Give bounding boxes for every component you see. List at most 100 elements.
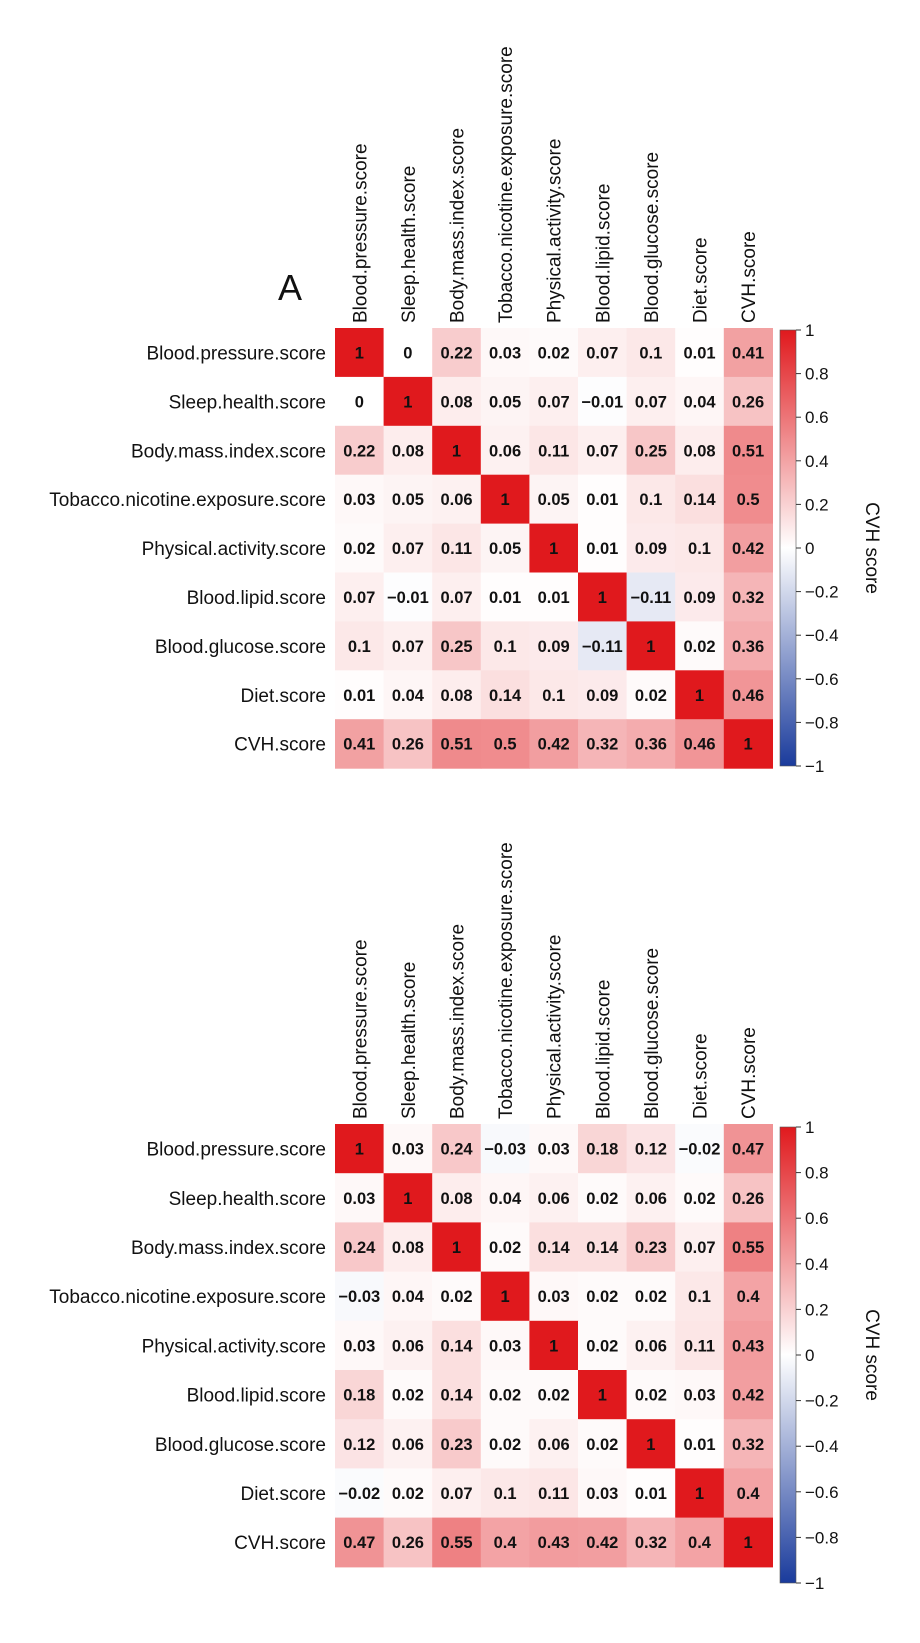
cell-value-label: 0.23	[440, 1436, 472, 1454]
colorbar-tick-label: −0.4	[805, 1437, 839, 1456]
cell-value-label: 0.08	[440, 393, 472, 411]
cell-value-label: −0.02	[679, 1141, 721, 1159]
heatmap-cell	[723, 621, 773, 671]
cell-value-label: 0.46	[683, 736, 715, 754]
heatmap-cell	[480, 1222, 530, 1273]
cell-value-label: 0.09	[635, 540, 667, 558]
cell-value-label: 0.1	[542, 687, 565, 705]
heatmap-cell	[529, 1370, 579, 1420]
cell-value-label: 1	[744, 736, 753, 754]
heatmap-cell	[383, 1173, 433, 1223]
column-label: Body.mass.index.score	[448, 924, 469, 1119]
colorbar-tick-label: 0.2	[805, 1300, 829, 1319]
cell-value-label: 1	[695, 687, 704, 705]
heatmap-cell	[432, 572, 482, 622]
heatmap-cell	[529, 425, 579, 476]
heatmap-cell	[432, 376, 482, 427]
column-label: Tobacco.nicotine.exposure.score	[496, 842, 517, 1119]
row-label: CVH.score	[234, 1533, 326, 1554]
heatmap-cell	[480, 670, 530, 720]
cell-value-label: 0.02	[586, 1288, 618, 1306]
cell-value-label: 0.47	[343, 1534, 375, 1552]
cell-value-label: 0.24	[440, 1141, 473, 1159]
heatmap-cell	[723, 1271, 773, 1322]
cell-value-label: 0.12	[343, 1436, 375, 1454]
colorbar-tick-label: 0.4	[805, 452, 829, 471]
cell-value-label: 0.14	[489, 687, 522, 705]
cell-value-label: 0.02	[538, 1387, 570, 1405]
cell-value-label: 0.07	[440, 589, 472, 607]
cell-value-label: 0.14	[440, 1387, 473, 1405]
heatmap-cell	[578, 1124, 628, 1174]
column-label: Tobacco.nicotine.exposure.score	[496, 46, 517, 323]
heatmap-cell	[723, 1124, 773, 1174]
row-label: Sleep.health.score	[169, 1189, 326, 1210]
heatmap-cell	[383, 670, 433, 720]
heatmap-cell	[335, 1271, 385, 1322]
heatmap-cell	[626, 1320, 676, 1371]
cell-value-label: 0.08	[440, 1190, 472, 1208]
heatmap-cell	[578, 1173, 628, 1223]
colorbar-tick-label: 1	[805, 1118, 814, 1137]
heatmap-cell	[335, 1370, 385, 1420]
cell-value-label: 0.06	[489, 442, 521, 460]
cell-value-label: 0.32	[732, 589, 764, 607]
heatmap-cell	[335, 1222, 385, 1273]
heatmap-cell	[335, 1517, 385, 1568]
row-label: Sleep.health.score	[169, 392, 326, 413]
cell-value-label: 0.02	[489, 1239, 521, 1257]
colorbar-title: CVH score	[861, 1309, 882, 1401]
row-label: Blood.glucose.score	[155, 1435, 326, 1456]
row-label: Diet.score	[240, 686, 326, 707]
cell-value-label: 0.03	[343, 1337, 375, 1355]
heatmap-cell	[675, 572, 725, 622]
heatmap-cell	[383, 474, 433, 525]
colorbar-tick-label: 0.8	[805, 1164, 829, 1183]
row-label: Physical.activity.score	[142, 1336, 326, 1357]
colorbar	[779, 1126, 797, 1584]
cell-value-label: 0.05	[489, 393, 521, 411]
heatmap-cell	[529, 572, 579, 622]
heatmap-cell	[432, 1173, 482, 1223]
cell-value-label: 0.02	[538, 344, 570, 362]
heatmap-cell	[578, 572, 628, 622]
cell-value-label: 0.1	[688, 540, 711, 558]
cell-value-label: 0.42	[732, 1387, 764, 1405]
heatmap-cell	[578, 670, 628, 720]
cell-value-label: 0.14	[586, 1239, 619, 1257]
colorbar-tick-label: −0.4	[805, 626, 839, 645]
colorbar-tick-label: −0.2	[805, 1392, 839, 1411]
colorbar-tick-label: −1	[805, 757, 824, 776]
cell-value-label: 0.05	[538, 491, 570, 509]
cell-value-label: 0.06	[635, 1337, 667, 1355]
cell-value-label: 0.55	[440, 1534, 472, 1552]
cell-value-label: 0.03	[489, 344, 521, 362]
colorbar-tick-label: 0	[805, 1346, 814, 1365]
heatmap-cell	[383, 425, 433, 476]
heatmap-cell	[383, 1222, 433, 1273]
heatmap-cell	[578, 1271, 628, 1322]
cell-value-label: 0.4	[494, 1534, 518, 1552]
heatmap-cell	[480, 719, 530, 769]
heatmap-cell	[335, 670, 385, 720]
heatmap-cell	[723, 425, 773, 476]
heatmap-cell	[480, 328, 530, 378]
heatmap-cell	[723, 1370, 773, 1420]
column-label: Blood.pressure.score	[350, 143, 371, 323]
heatmap-cell	[723, 376, 773, 427]
colorbar-title: CVH score	[861, 502, 882, 594]
cell-value-label: 0.06	[440, 491, 472, 509]
cell-value-label: 0.09	[586, 687, 618, 705]
cell-value-label: 0.08	[440, 687, 472, 705]
heatmap-cell	[578, 1517, 628, 1568]
cell-value-label: 0.36	[732, 638, 764, 656]
heatmap-cell	[626, 1468, 676, 1519]
heatmap-cell	[383, 376, 433, 427]
heatmap-cell	[626, 1271, 676, 1322]
heatmap-cell	[480, 1173, 530, 1223]
cell-value-label: 0.07	[392, 638, 424, 656]
cell-value-label: 0.03	[538, 1288, 570, 1306]
heatmap-cell	[383, 1468, 433, 1519]
cell-value-label: 1	[744, 1534, 753, 1552]
row-label: Blood.pressure.score	[146, 1140, 326, 1161]
